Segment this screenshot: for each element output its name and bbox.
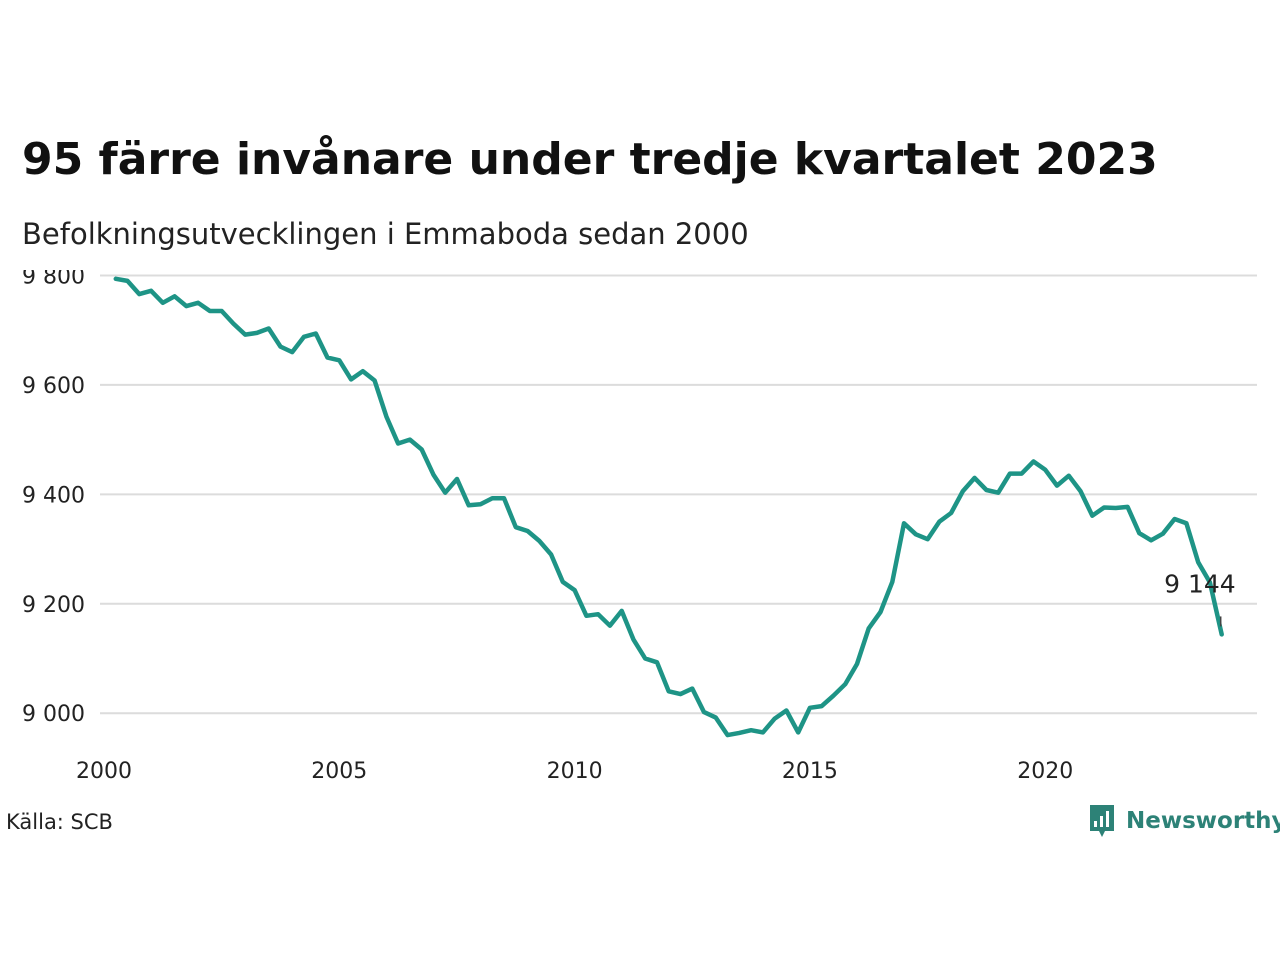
population-line bbox=[113, 276, 1224, 738]
x-tick-label: 2020 bbox=[1017, 759, 1073, 784]
y-tick-label: 9 000 bbox=[22, 702, 85, 727]
brand-name: Newsworthy bbox=[1126, 808, 1280, 834]
y-axis-tick-labels: 9 000 9 200 9 400 9 600 9 800 bbox=[22, 270, 85, 727]
y-tick-label: 9 800 bbox=[22, 270, 85, 289]
y-tick-label: 9 400 bbox=[22, 483, 85, 508]
series-layer bbox=[113, 276, 1224, 738]
end-label-layer: 9 144 bbox=[1164, 569, 1236, 627]
source-credit: Källa: SCB bbox=[6, 810, 113, 834]
brand-logo: Newsworthy bbox=[1088, 803, 1280, 839]
y-tick-label: 9 600 bbox=[22, 374, 85, 399]
x-axis-tick-labels: 2000 2005 2010 2015 2020 bbox=[76, 759, 1073, 784]
chart-title: 95 färre invånare under tredje kvartalet… bbox=[22, 134, 1158, 185]
bar-chart-speech-bubble-icon bbox=[1090, 805, 1114, 837]
y-tick-label: 9 200 bbox=[22, 593, 85, 618]
chart-subtitle: Befolkningsutvecklingen i Emmaboda sedan… bbox=[22, 217, 749, 251]
x-tick-label: 2000 bbox=[76, 759, 132, 784]
gridlines bbox=[100, 274, 1257, 715]
end-value-label: 9 144 bbox=[1164, 569, 1236, 598]
x-tick-label: 2015 bbox=[782, 759, 838, 784]
x-tick-label: 2005 bbox=[311, 759, 367, 784]
x-tick-label: 2010 bbox=[547, 759, 603, 784]
